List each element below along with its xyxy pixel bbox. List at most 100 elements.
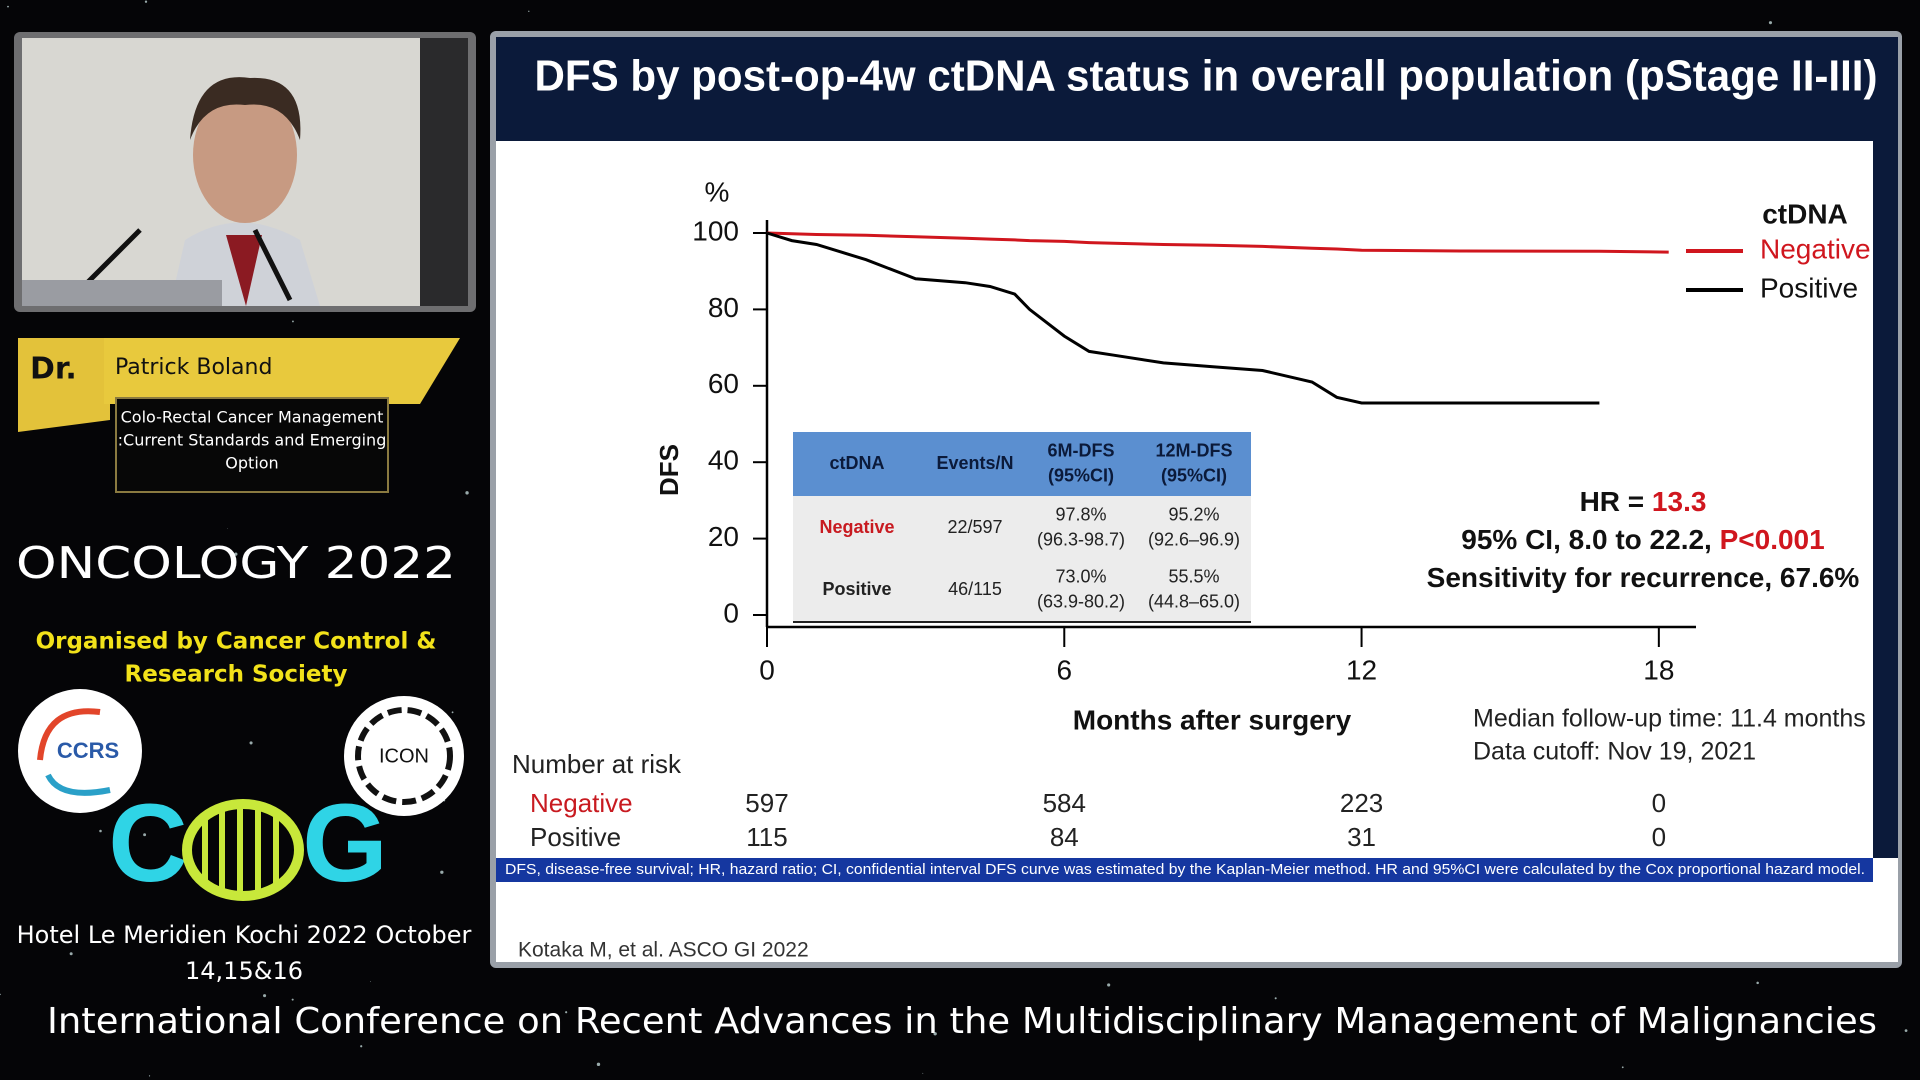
legend-title: ctDNA — [1762, 198, 1848, 229]
star — [69, 952, 73, 956]
risk-title: Number at risk — [512, 749, 682, 779]
table-header-cell: (95%CI) — [1161, 465, 1227, 485]
km-chart: 0 20 40 60 80 100 0 6 12 18% DFS Months after surge… — [512, 176, 1871, 851]
topic-line: Option — [225, 454, 278, 473]
risk-value: 115 — [746, 822, 787, 852]
venue: Hotel Le Meridien Kochi 2022 October — [17, 921, 472, 949]
event-name: ONCOLOGY 2022 — [16, 538, 456, 589]
star — [1161, 1020, 1163, 1022]
organiser: Organised by Cancer Control & — [36, 629, 437, 655]
star — [528, 10, 530, 12]
note: Median follow-up time: 11.4 months — [1473, 705, 1866, 733]
star — [226, 528, 228, 529]
brand-letter: C — [108, 782, 187, 905]
table-cell: (44.8–65.0) — [1148, 591, 1240, 611]
speaker-face — [193, 87, 297, 223]
star — [1768, 21, 1773, 25]
risk-value: 84 — [1050, 822, 1079, 852]
star — [148, 1075, 151, 1077]
star — [1621, 1066, 1624, 1069]
star — [370, 981, 371, 983]
speaker-video — [14, 32, 476, 312]
table-cell: (92.6–96.9) — [1148, 529, 1240, 549]
logo-text: CCRS — [57, 738, 119, 763]
speaker-prefix: Dr. — [30, 352, 77, 387]
video-door — [420, 38, 468, 306]
slide-title: DFS by post-op-4w ctDNA status in overal… — [535, 52, 1878, 101]
star — [249, 741, 253, 745]
x-axis-label: Months after surgery — [1073, 704, 1352, 735]
star — [440, 870, 444, 874]
legend-label: Positive — [1760, 272, 1858, 303]
x-tick-label: 18 — [1643, 654, 1674, 685]
y-tick-label: 100 — [692, 215, 739, 246]
y-axis-label: DFS — [654, 444, 684, 496]
footnote-bar — [496, 858, 1873, 882]
prefix-badge — [18, 338, 110, 432]
star — [7, 5, 9, 8]
risk-name: Positive — [530, 822, 621, 852]
brand-dna — [202, 805, 279, 895]
star — [451, 711, 454, 714]
venue: 14,15&16 — [185, 957, 303, 985]
logo-swoosh — [37, 708, 101, 761]
hr-part: 95% CI, 8.0 to 22.2, — [1461, 524, 1719, 555]
x-tick-label: 6 — [1056, 654, 1072, 685]
brand-logo: C G — [108, 782, 388, 905]
table-header — [793, 432, 1251, 496]
brand-dna — [182, 799, 304, 901]
logo-text: ICON — [379, 745, 429, 767]
risk-name: Negative — [530, 788, 633, 818]
table-cell: 46/115 — [948, 579, 1002, 599]
star — [143, 833, 147, 837]
risk-value: 597 — [745, 788, 788, 818]
hr-part: HR = — [1580, 486, 1652, 517]
table-header-cell: 6M-DFS — [1048, 440, 1115, 460]
table-cell: (63.9-80.2) — [1037, 591, 1125, 611]
star — [263, 994, 267, 998]
logo-circle — [344, 696, 464, 816]
table-cell: (96.3-98.7) — [1037, 529, 1125, 549]
brand-letter: G — [302, 782, 388, 905]
star — [1904, 1029, 1908, 1033]
topic-line: :Current Standards and Emerging — [118, 431, 387, 450]
hr-line: Sensitivity for recurrence, 67.6% — [1427, 562, 1860, 593]
table-cell: 95.2% — [1168, 504, 1219, 524]
table-cell: Negative — [819, 517, 894, 537]
y-tick-label: 40 — [708, 445, 739, 476]
slide: DFS by post-op-4w ctDNA status in overal… — [490, 31, 1902, 968]
star — [1274, 997, 1277, 1000]
table-cell: 22/597 — [947, 517, 1002, 537]
speaker-hair — [190, 77, 301, 140]
icon-logo: ICON — [344, 696, 464, 816]
risk-value: 223 — [1340, 788, 1383, 818]
name-banner — [104, 338, 460, 404]
series-line — [766, 231, 1669, 254]
slide-edge — [1873, 117, 1898, 858]
star — [360, 1045, 363, 1048]
hr-line: 95% CI, 8.0 to 22.2, P<0.001 — [1461, 524, 1824, 555]
hr-part: Sensitivity for recurrence, 67.6% — [1427, 562, 1860, 593]
hr-line: HR = 13.3 — [1580, 486, 1707, 517]
star — [291, 998, 294, 1001]
table-header-cell: 12M-DFS — [1155, 440, 1232, 460]
star — [465, 491, 469, 495]
y-unit: % — [705, 176, 730, 207]
star — [922, 1072, 924, 1074]
microphone — [252, 228, 293, 302]
legend-label: Negative — [1760, 233, 1871, 264]
logo-ring — [355, 707, 453, 805]
risk-value: 584 — [1043, 788, 1086, 818]
slide-title-bar — [496, 117, 1898, 141]
topic-box — [115, 397, 389, 493]
star — [144, 0, 148, 3]
footnote: DFS, disease-free survival; HR, hazard r… — [505, 861, 1865, 878]
y-tick-label: 20 — [708, 521, 739, 552]
name-plate: Dr. Patrick Boland Colo-Rectal Cancer Ma… — [18, 338, 460, 493]
table-header-cell: (95%CI) — [1048, 465, 1114, 485]
y-tick-label: 60 — [708, 368, 739, 399]
risk-value: 0 — [1652, 788, 1666, 818]
table-cell: Positive — [822, 579, 891, 599]
